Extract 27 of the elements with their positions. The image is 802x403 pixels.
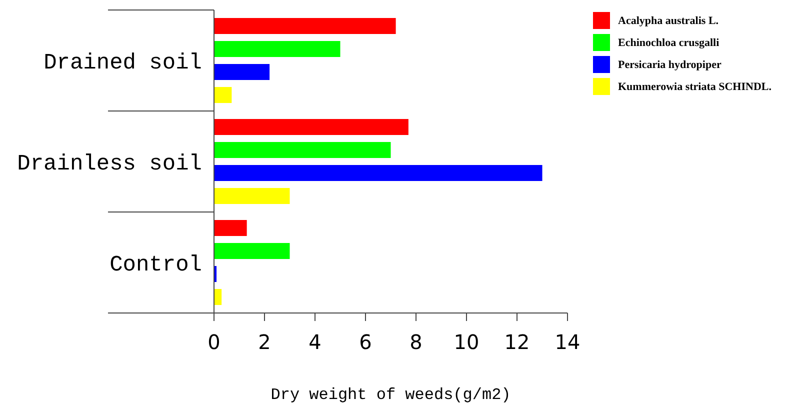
bar <box>214 142 391 158</box>
x-tick-label: 2 <box>258 330 271 354</box>
legend-label: Echinochloa crusgalli <box>618 36 720 48</box>
bar <box>214 188 290 204</box>
x-tick-label: 0 <box>208 330 220 354</box>
legend-label: Persicaria hydropiper <box>618 58 722 70</box>
y-tick-label: Drained soil <box>44 50 202 76</box>
x-tick-label: 4 <box>308 330 322 354</box>
bar <box>214 87 232 103</box>
x-axis-title: Dry weight of weeds(g/m2) <box>270 386 511 403</box>
bar <box>214 64 270 80</box>
x-tick-label: 8 <box>410 330 422 354</box>
bar <box>214 220 247 236</box>
bar <box>214 18 396 34</box>
y-tick-label: Drainless soil <box>17 152 202 176</box>
bar <box>214 119 408 135</box>
bar <box>214 289 222 305</box>
x-tick-label: 12 <box>504 330 530 354</box>
x-tick-label: 6 <box>359 330 372 354</box>
x-tick-label: 10 <box>454 330 480 354</box>
x-tick-label: 14 <box>554 330 580 354</box>
bar <box>214 243 290 259</box>
legend-label: Acalypha australis L. <box>618 14 719 26</box>
legend-label: Kummerowia striata SCHINDL. <box>618 80 772 92</box>
bar <box>214 41 340 57</box>
y-tick-label: Control <box>110 252 202 278</box>
bar <box>214 165 542 181</box>
